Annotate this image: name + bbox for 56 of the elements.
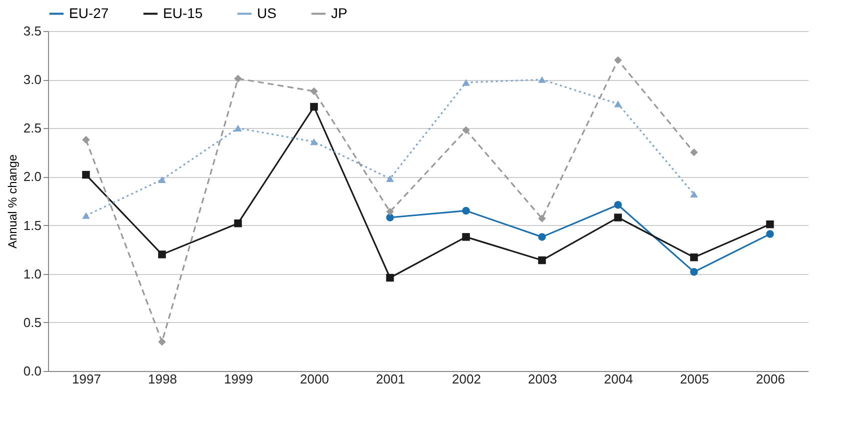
y-tick-label: 2.5	[23, 120, 42, 136]
y-tick-label: 3.5	[23, 24, 42, 38]
x-tick-label: 2006	[756, 372, 785, 386]
point	[538, 256, 546, 264]
point	[614, 214, 622, 222]
point	[234, 74, 242, 82]
point	[690, 148, 698, 156]
y-tick-label: 1.5	[23, 218, 42, 233]
point	[690, 253, 698, 262]
point	[614, 201, 622, 209]
point	[82, 136, 90, 144]
legend-label: US	[257, 4, 276, 21]
point	[766, 230, 774, 238]
x-tick-label: 1997	[72, 372, 101, 386]
x-tick-label: 2003	[528, 372, 557, 386]
legend-label: EU-27	[69, 4, 109, 21]
point	[538, 214, 546, 222]
point	[158, 176, 166, 183]
point	[82, 212, 90, 219]
point	[386, 208, 394, 216]
point	[158, 338, 166, 346]
point	[158, 250, 166, 258]
x-tick-label: 1999	[224, 372, 253, 386]
x-tick-label: 2000	[300, 372, 329, 386]
y-tick-label: 3.0	[23, 72, 42, 88]
point	[462, 79, 470, 86]
point	[462, 126, 470, 134]
y-tick-label: 0.0	[23, 364, 42, 378]
point	[538, 76, 546, 83]
point	[614, 100, 622, 108]
point	[310, 87, 318, 96]
point	[690, 268, 698, 276]
y-tick-label: 1.0	[23, 266, 42, 282]
point	[386, 274, 394, 282]
y-axis-title: Annual % change	[5, 154, 20, 249]
point	[310, 138, 318, 146]
point	[538, 233, 546, 241]
point	[462, 206, 470, 215]
x-tick-label: 1998	[148, 372, 177, 386]
point	[766, 220, 774, 228]
legend-label: EU-15	[163, 4, 203, 21]
point	[234, 219, 242, 228]
x-tick-label: 2001	[376, 372, 405, 386]
y-tick-label: 0.5	[23, 314, 42, 330]
point	[690, 190, 698, 198]
point	[386, 175, 394, 182]
x-tick-label: 2005	[680, 372, 709, 386]
x-tick-label: 2002	[452, 372, 481, 386]
point	[614, 56, 622, 64]
legend-label: JP	[331, 4, 348, 21]
point	[234, 124, 242, 132]
point	[82, 170, 90, 179]
y-tick-label: 2.0	[23, 169, 42, 184]
x-tick-label: 2004	[604, 372, 633, 386]
point	[310, 102, 318, 111]
point	[462, 233, 470, 241]
